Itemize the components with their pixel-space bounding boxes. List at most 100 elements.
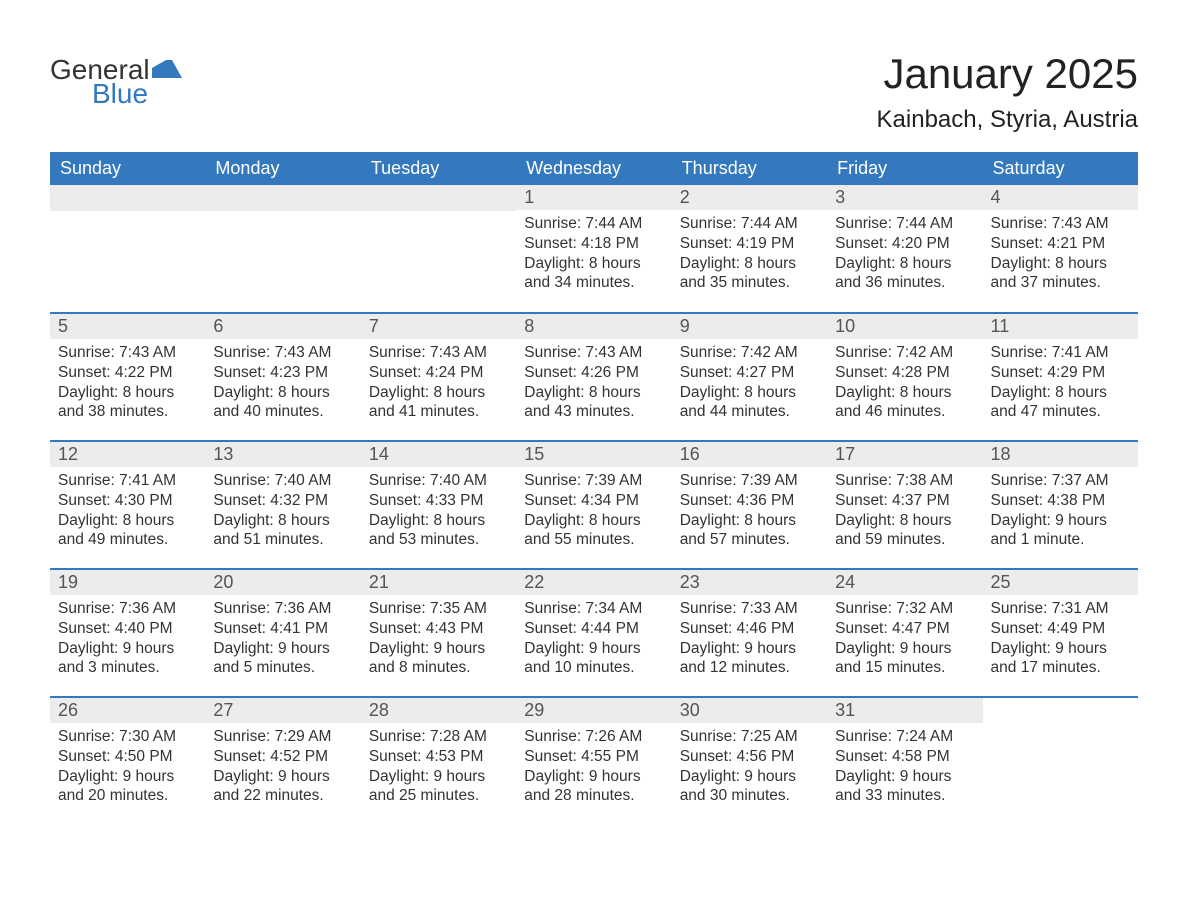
weekday-header: Tuesday [361,152,516,185]
sunrise-text: Sunrise: 7:31 AM [991,599,1130,619]
daylight-text: Daylight: 9 hours and 5 minutes. [213,639,352,679]
day-details: Sunrise: 7:31 AMSunset: 4:49 PMDaylight:… [983,595,1138,688]
sunset-text: Sunset: 4:40 PM [58,619,197,639]
sunrise-text: Sunrise: 7:43 AM [58,343,197,363]
day-number-empty [361,185,516,211]
calendar-week-row: 1Sunrise: 7:44 AMSunset: 4:18 PMDaylight… [50,185,1138,313]
day-number: 2 [672,185,827,210]
day-details: Sunrise: 7:44 AMSunset: 4:18 PMDaylight:… [516,210,671,303]
sunset-text: Sunset: 4:22 PM [58,363,197,383]
day-details: Sunrise: 7:39 AMSunset: 4:34 PMDaylight:… [516,467,671,560]
sunset-text: Sunset: 4:36 PM [680,491,819,511]
day-details: Sunrise: 7:37 AMSunset: 4:38 PMDaylight:… [983,467,1138,560]
logo: General Blue [50,50,182,108]
day-number: 19 [50,570,205,595]
day-number: 23 [672,570,827,595]
calendar-cell: 2Sunrise: 7:44 AMSunset: 4:19 PMDaylight… [672,185,827,313]
sunrise-text: Sunrise: 7:25 AM [680,727,819,747]
day-details: Sunrise: 7:33 AMSunset: 4:46 PMDaylight:… [672,595,827,688]
sunrise-text: Sunrise: 7:41 AM [58,471,197,491]
daylight-text: Daylight: 8 hours and 38 minutes. [58,383,197,423]
sunrise-text: Sunrise: 7:44 AM [835,214,974,234]
sunrise-text: Sunrise: 7:40 AM [213,471,352,491]
sunrise-text: Sunrise: 7:38 AM [835,471,974,491]
day-number: 10 [827,314,982,339]
calendar-cell [50,185,205,313]
day-number: 29 [516,698,671,723]
sunset-text: Sunset: 4:58 PM [835,747,974,767]
calendar-cell: 8Sunrise: 7:43 AMSunset: 4:26 PMDaylight… [516,313,671,441]
sunset-text: Sunset: 4:55 PM [524,747,663,767]
sunrise-text: Sunrise: 7:30 AM [58,727,197,747]
day-number: 21 [361,570,516,595]
daylight-text: Daylight: 9 hours and 3 minutes. [58,639,197,679]
logo-text-blue: Blue [92,80,182,108]
sunrise-text: Sunrise: 7:26 AM [524,727,663,747]
weekday-header: Wednesday [516,152,671,185]
calendar-cell: 12Sunrise: 7:41 AMSunset: 4:30 PMDayligh… [50,441,205,569]
day-details: Sunrise: 7:26 AMSunset: 4:55 PMDaylight:… [516,723,671,816]
calendar-cell [983,697,1138,825]
daylight-text: Daylight: 8 hours and 49 minutes. [58,511,197,551]
sunrise-text: Sunrise: 7:41 AM [991,343,1130,363]
calendar-week-row: 12Sunrise: 7:41 AMSunset: 4:30 PMDayligh… [50,441,1138,569]
sunrise-text: Sunrise: 7:43 AM [369,343,508,363]
day-number: 20 [205,570,360,595]
daylight-text: Daylight: 8 hours and 55 minutes. [524,511,663,551]
logo-flag-icon [152,56,182,83]
day-number: 6 [205,314,360,339]
daylight-text: Daylight: 8 hours and 36 minutes. [835,254,974,294]
day-details: Sunrise: 7:36 AMSunset: 4:40 PMDaylight:… [50,595,205,688]
daylight-text: Daylight: 9 hours and 25 minutes. [369,767,508,807]
day-details: Sunrise: 7:32 AMSunset: 4:47 PMDaylight:… [827,595,982,688]
day-number: 13 [205,442,360,467]
day-number: 12 [50,442,205,467]
day-number: 8 [516,314,671,339]
calendar-cell: 27Sunrise: 7:29 AMSunset: 4:52 PMDayligh… [205,697,360,825]
sunset-text: Sunset: 4:34 PM [524,491,663,511]
day-details: Sunrise: 7:40 AMSunset: 4:32 PMDaylight:… [205,467,360,560]
day-details: Sunrise: 7:43 AMSunset: 4:21 PMDaylight:… [983,210,1138,303]
sunset-text: Sunset: 4:50 PM [58,747,197,767]
daylight-text: Daylight: 8 hours and 40 minutes. [213,383,352,423]
day-number: 31 [827,698,982,723]
daylight-text: Daylight: 8 hours and 47 minutes. [991,383,1130,423]
sunrise-text: Sunrise: 7:42 AM [680,343,819,363]
day-number: 16 [672,442,827,467]
day-details: Sunrise: 7:43 AMSunset: 4:26 PMDaylight:… [516,339,671,432]
day-details: Sunrise: 7:42 AMSunset: 4:28 PMDaylight:… [827,339,982,432]
sunset-text: Sunset: 4:38 PM [991,491,1130,511]
sunset-text: Sunset: 4:41 PM [213,619,352,639]
sunrise-text: Sunrise: 7:40 AM [369,471,508,491]
daylight-text: Daylight: 9 hours and 15 minutes. [835,639,974,679]
daylight-text: Daylight: 8 hours and 34 minutes. [524,254,663,294]
daylight-text: Daylight: 8 hours and 41 minutes. [369,383,508,423]
day-details: Sunrise: 7:44 AMSunset: 4:20 PMDaylight:… [827,210,982,303]
day-details: Sunrise: 7:38 AMSunset: 4:37 PMDaylight:… [827,467,982,560]
weekday-header: Thursday [672,152,827,185]
sunset-text: Sunset: 4:19 PM [680,234,819,254]
calendar-cell: 1Sunrise: 7:44 AMSunset: 4:18 PMDaylight… [516,185,671,313]
weekday-header: Friday [827,152,982,185]
page-header: General Blue January 2025 Kainbach, Styr… [50,50,1138,134]
daylight-text: Daylight: 8 hours and 57 minutes. [680,511,819,551]
day-number: 15 [516,442,671,467]
sunrise-text: Sunrise: 7:44 AM [524,214,663,234]
sunrise-text: Sunrise: 7:32 AM [835,599,974,619]
sunset-text: Sunset: 4:43 PM [369,619,508,639]
calendar-cell [361,185,516,313]
day-number: 9 [672,314,827,339]
daylight-text: Daylight: 8 hours and 37 minutes. [991,254,1130,294]
calendar-table: Sunday Monday Tuesday Wednesday Thursday… [50,152,1138,825]
sunrise-text: Sunrise: 7:33 AM [680,599,819,619]
title-block: January 2025 Kainbach, Styria, Austria [877,50,1138,134]
day-number: 4 [983,185,1138,210]
daylight-text: Daylight: 9 hours and 30 minutes. [680,767,819,807]
calendar-cell: 17Sunrise: 7:38 AMSunset: 4:37 PMDayligh… [827,441,982,569]
weekday-header: Monday [205,152,360,185]
day-details: Sunrise: 7:43 AMSunset: 4:24 PMDaylight:… [361,339,516,432]
daylight-text: Daylight: 9 hours and 1 minute. [991,511,1130,551]
daylight-text: Daylight: 9 hours and 8 minutes. [369,639,508,679]
day-details: Sunrise: 7:43 AMSunset: 4:23 PMDaylight:… [205,339,360,432]
daylight-text: Daylight: 8 hours and 43 minutes. [524,383,663,423]
